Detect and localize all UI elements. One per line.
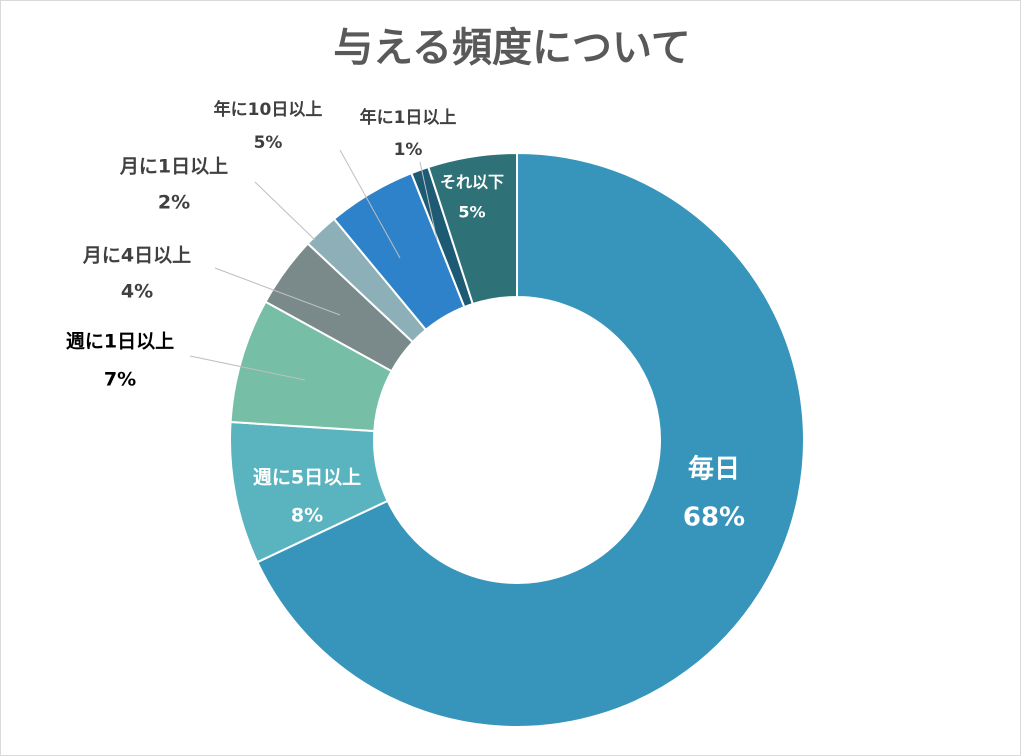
leader-line [214,267,341,316]
data-label-name: それ以下 [440,173,504,192]
chart-title: 与える頻度について [333,25,691,71]
data-label-value: 5% [458,203,485,222]
data-label-name: 毎日 [688,455,740,485]
data-label-name: 年に10日以上 [214,99,323,120]
data-label-value: 7% [104,369,136,391]
donut-segment [255,151,805,728]
donut-segment [427,151,518,306]
leader-line [419,161,438,241]
leader-line [254,181,316,241]
data-label-name: 月に4日以上 [82,245,191,267]
data-label-value: 2% [158,192,190,214]
data-label-name: 月に1日以上 [119,156,228,178]
data-label-value: 4% [121,281,153,303]
leader-line [339,149,401,259]
data-label-name: 年に1日以上 [360,107,457,128]
data-label-name: 週に5日以上 [253,467,361,489]
leader-line [189,355,306,381]
data-label-value: 8% [291,505,323,527]
data-label-name: 週に1日以上 [66,331,174,353]
data-label-value: 68% [683,503,745,533]
data-label-value: 1% [394,140,423,160]
data-label-value: 5% [254,133,283,153]
